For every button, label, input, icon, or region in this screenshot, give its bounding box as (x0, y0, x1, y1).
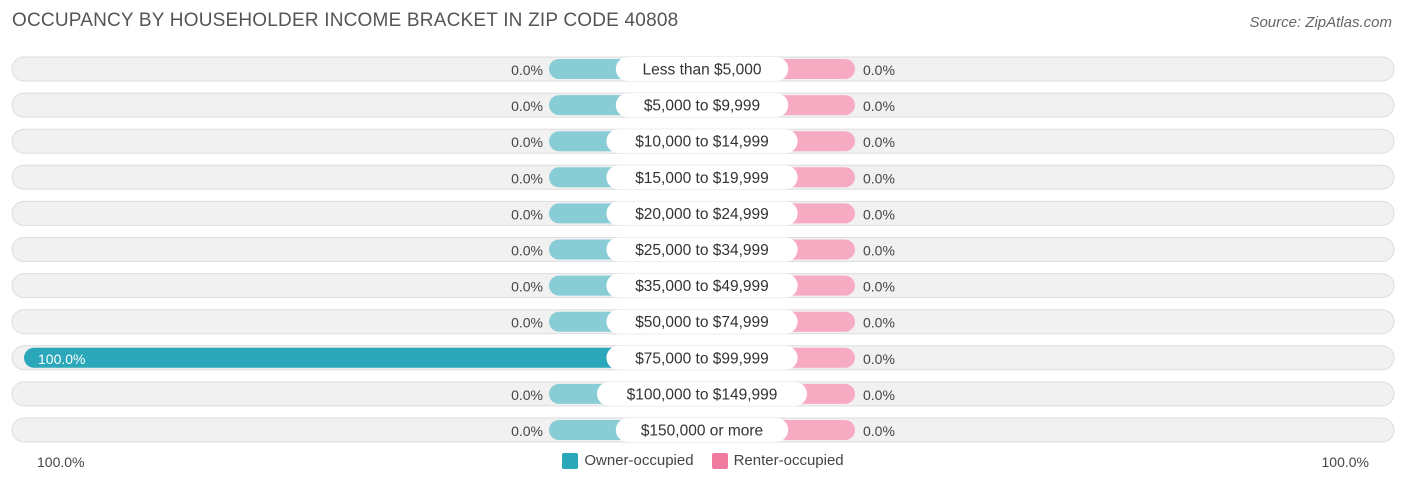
category-label: $35,000 to $49,999 (635, 278, 769, 295)
category-pill (606, 201, 798, 226)
owner-value-label: 0.0% (511, 98, 543, 114)
renter-value-label: 0.0% (863, 279, 895, 295)
owner-value-label: 0.0% (511, 170, 543, 186)
owner-value-label: 0.0% (511, 315, 543, 331)
category-pill (606, 345, 798, 370)
category-pill (606, 129, 798, 154)
category-label: $150,000 or more (641, 423, 763, 440)
legend: Owner-occupied Renter-occupied (0, 452, 1406, 469)
owner-value-label: 0.0% (511, 62, 543, 78)
legend-label-owner: Owner-occupied (584, 452, 694, 469)
owner-value-label: 0.0% (511, 279, 543, 295)
legend-swatch-renter (711, 452, 728, 469)
category-label: $15,000 to $19,999 (635, 170, 769, 187)
owner-bar (24, 347, 702, 368)
category-label: $100,000 to $149,999 (627, 386, 778, 403)
chart-area: 0.0% 0.0% Less than $5,000 0.0% 0.0% $5,000 t… (11, 56, 1395, 443)
owner-value-label: 0.0% (511, 387, 543, 403)
category-pill (597, 381, 807, 406)
category-pill (615, 93, 789, 118)
renter-value-label: 0.0% (863, 206, 895, 222)
category-pill (606, 237, 798, 262)
renter-value-label: 0.0% (863, 243, 895, 259)
category-pill (615, 418, 789, 442)
legend-swatch-owner (562, 452, 579, 469)
owner-value-label: 0.0% (511, 243, 543, 259)
category-label: $25,000 to $34,999 (635, 242, 769, 259)
category-pill (606, 273, 798, 298)
axis-right-label: 100.0% (1321, 454, 1369, 470)
legend-item-renter[interactable]: Renter-occupied (711, 452, 844, 469)
category-label: $20,000 to $24,999 (635, 206, 769, 223)
chart-title: OCCUPANCY BY HOUSEHOLDER INCOME BRACKET … (12, 10, 679, 31)
category-pill (615, 57, 789, 81)
renter-value-label: 0.0% (863, 170, 895, 186)
legend-label-renter: Renter-occupied (733, 452, 844, 469)
category-label: $50,000 to $74,999 (635, 314, 769, 331)
owner-value-label: 0.0% (511, 206, 543, 222)
renter-value-label: 0.0% (863, 62, 895, 78)
category-label: $5,000 to $9,999 (644, 98, 760, 115)
renter-value-label: 0.0% (863, 351, 895, 367)
category-label: Less than $5,000 (643, 62, 762, 79)
legend-item-owner[interactable]: Owner-occupied (562, 452, 694, 469)
renter-value-label: 0.0% (863, 98, 895, 114)
owner-value-label: 100.0% (38, 351, 85, 367)
source-credit: Source: ZipAtlas.com (1249, 14, 1392, 31)
renter-value-label: 0.0% (863, 315, 895, 331)
category-pill (606, 165, 798, 190)
category-pill (606, 309, 798, 334)
renter-value-label: 0.0% (863, 387, 895, 403)
category-label: $75,000 to $99,999 (635, 350, 769, 367)
axis-left-label: 100.0% (37, 454, 85, 470)
category-label: $10,000 to $14,999 (635, 134, 769, 151)
owner-value-label: 0.0% (511, 423, 543, 439)
renter-value-label: 0.0% (863, 423, 895, 439)
renter-value-label: 0.0% (863, 134, 895, 150)
owner-value-label: 0.0% (511, 134, 543, 150)
